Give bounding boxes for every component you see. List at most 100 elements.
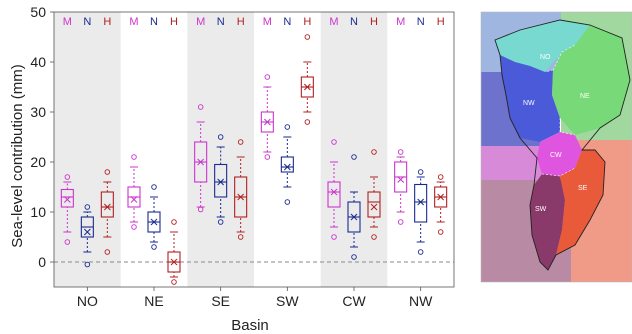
outlier-point [217, 219, 224, 225]
box-m-sw [260, 74, 274, 160]
outlier-point [64, 174, 71, 180]
model-letter-h: H [370, 16, 378, 28]
box-iqr [367, 191, 381, 218]
box-n-nw [414, 169, 428, 255]
map-label-nw: NW [523, 100, 535, 107]
x-tick-label: SE [211, 293, 230, 309]
box-n-no [80, 204, 94, 268]
model-letter-h: H [437, 16, 445, 28]
x-tick-label: SW [276, 293, 299, 309]
basin-shading-se [187, 12, 254, 287]
mean-marker [330, 188, 338, 196]
outlier-point [131, 154, 137, 160]
mean-marker [197, 158, 205, 166]
box-iqr [100, 191, 114, 218]
box-h-ne [167, 219, 181, 285]
mean-marker [83, 228, 91, 236]
x-tick-label: NW [409, 293, 433, 309]
outlier-point [284, 199, 291, 205]
mean-marker [217, 178, 225, 186]
x-tick-label: NO [77, 293, 98, 309]
y-tick-label: 30 [30, 104, 46, 120]
box-n-sw [280, 124, 294, 205]
outlier-point [417, 249, 424, 255]
model-letter-n: N [217, 16, 225, 28]
outlier-point [371, 149, 377, 155]
box-iqr [327, 181, 341, 208]
model-letter-m: M [396, 16, 405, 28]
outlier-point [104, 169, 111, 175]
mean-marker [170, 258, 178, 266]
model-letter-m: M [263, 16, 272, 28]
model-letter-m: M [196, 16, 205, 28]
plot-frame [53, 11, 455, 288]
x-tick-label: CW [342, 293, 366, 309]
mean-marker [370, 203, 378, 211]
model-letter-m: M [63, 16, 72, 28]
outlier-point [417, 169, 424, 175]
model-letter-h: H [237, 16, 245, 28]
model-letter-n: N [350, 16, 358, 28]
outlier-point [351, 254, 357, 260]
box-m-ne [127, 154, 141, 230]
y-tick-label: 40 [30, 54, 46, 70]
box-h-se [234, 139, 248, 240]
mean-marker [303, 83, 311, 91]
outlier-point [437, 174, 444, 180]
model-letter-n: N [150, 16, 158, 28]
map-ice-divides [541, 44, 576, 177]
box-iqr [214, 163, 228, 198]
y-axis: 0 10 20 30 40 50 [30, 4, 54, 270]
map-region-no [495, 20, 590, 72]
mean-marker [130, 196, 138, 203]
outlier-point [397, 219, 404, 225]
map-region-cw [537, 132, 582, 176]
y-tick-label: 20 [30, 154, 46, 170]
outlier-point [437, 229, 444, 235]
box-iqr [414, 183, 428, 223]
map-region-se [556, 150, 605, 255]
outlier-point [237, 139, 244, 145]
box-h-cw [367, 149, 381, 240]
outlier-point [197, 104, 204, 110]
mean-marker [150, 218, 158, 226]
map-frame [480, 11, 632, 283]
box-m-no [60, 174, 74, 245]
map-label-se: SE [578, 185, 588, 192]
box-h-nw [434, 174, 448, 235]
outlier-point [64, 239, 71, 245]
outlier-point [331, 139, 337, 145]
x-tick-label: NE [144, 293, 163, 309]
box-n-cw [347, 154, 361, 260]
basin-shading-no [54, 12, 121, 287]
outlier-point [217, 134, 224, 140]
model-letter-n: N [83, 16, 91, 28]
box-n-se [214, 134, 228, 225]
outlier-point [371, 234, 377, 240]
model-letter-n: N [283, 16, 291, 28]
x-axis: NO NE SE SW CW NW [77, 287, 433, 309]
box-h-no [100, 169, 114, 255]
map-label-sw: SW [535, 206, 547, 213]
map-label-no: NO [540, 54, 551, 61]
outlier-point [397, 149, 404, 155]
model-letter-m: M [329, 16, 338, 28]
y-tick-label: 0 [38, 254, 46, 270]
mean-marker [263, 118, 271, 126]
outlier-point [304, 119, 311, 125]
box-iqr [280, 156, 294, 173]
outlier-point [171, 219, 177, 225]
mean-marker [283, 163, 291, 171]
mean-marker [63, 196, 71, 203]
box-plot-layer [60, 34, 448, 285]
mean-marker [417, 198, 425, 206]
outlier-point [264, 154, 271, 160]
basin-shading-layer [54, 12, 388, 287]
map-coastline [494, 19, 631, 271]
box-h-sw [300, 34, 314, 125]
outlier-point [331, 234, 337, 240]
mean-marker [350, 213, 358, 221]
outlier-point [151, 244, 157, 250]
